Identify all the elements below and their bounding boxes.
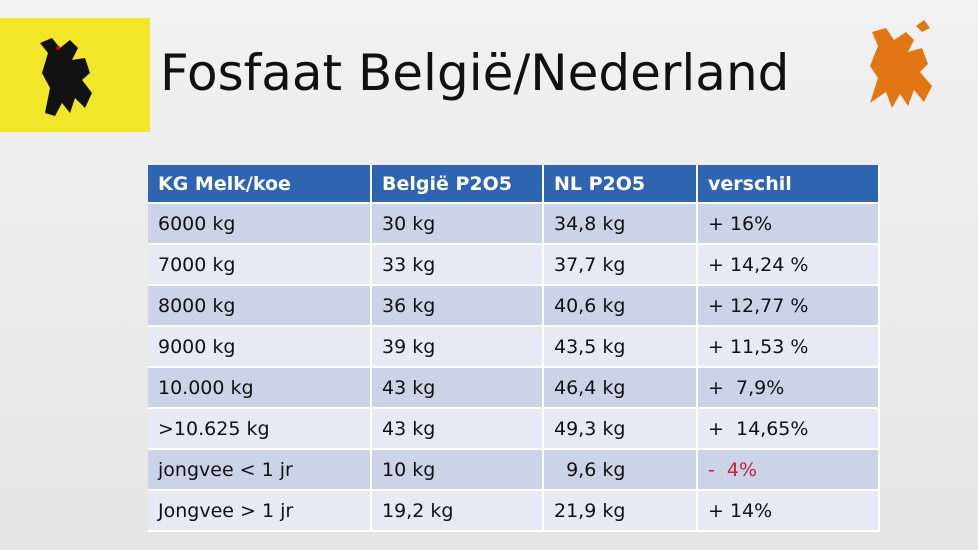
table-row: 10.000 kg 43 kg 46,4 kg + 7,9% — [148, 368, 880, 409]
table-cell: 30 kg — [372, 204, 544, 245]
table-cell: + 12,77 % — [698, 286, 880, 327]
table-cell: 19,2 kg — [372, 491, 544, 532]
column-header: KG Melk/koe — [148, 165, 372, 204]
column-header: België P2O5 — [372, 165, 544, 204]
table-cell: 43 kg — [372, 368, 544, 409]
table-cell: 9,6 kg — [544, 450, 698, 491]
table-cell: 10 kg — [372, 450, 544, 491]
lion-icon — [40, 38, 92, 116]
table-row: 6000 kg 30 kg 34,8 kg + 16% — [148, 204, 880, 245]
table-row: 8000 kg 36 kg 40,6 kg + 12,77 % — [148, 286, 880, 327]
table-cell: 21,9 kg — [544, 491, 698, 532]
column-header: verschil — [698, 165, 880, 204]
table-row: 9000 kg 39 kg 43,5 kg + 11,53 % — [148, 327, 880, 368]
table-cell: 39 kg — [372, 327, 544, 368]
table-row: 7000 kg 33 kg 37,7 kg + 14,24 % — [148, 245, 880, 286]
table-cell: + 11,53 % — [698, 327, 880, 368]
table-cell: >10.625 kg — [148, 409, 372, 450]
data-table: KG Melk/koe België P2O5 NL P2O5 verschil 60… — [148, 165, 880, 532]
table-cell: 8000 kg — [148, 286, 372, 327]
flanders-flag — [0, 18, 150, 132]
table-cell: + 16% — [698, 204, 880, 245]
table-cell: + 14,24 % — [698, 245, 880, 286]
table-row: Jongvee > 1 jr 19,2 kg 21,9 kg + 14% — [148, 491, 880, 532]
table-cell: 36 kg — [372, 286, 544, 327]
table-cell: 49,3 kg — [544, 409, 698, 450]
table-cell: + 7,9% — [698, 368, 880, 409]
table-cell: 33 kg — [372, 245, 544, 286]
column-header: NL P2O5 — [544, 165, 698, 204]
table-cell: 37,7 kg — [544, 245, 698, 286]
table-cell: 40,6 kg — [544, 286, 698, 327]
lion-icon — [870, 20, 932, 108]
header-row: KG Melk/koe België P2O5 NL P2O5 verschil — [148, 165, 880, 204]
table-cell: 7000 kg — [148, 245, 372, 286]
table-cell: 10.000 kg — [148, 368, 372, 409]
table-cell: 43 kg — [372, 409, 544, 450]
table-body: 6000 kg 30 kg 34,8 kg + 16% 7000 kg 33 kg 37,7… — [148, 204, 880, 532]
table-cell: - 4% — [698, 450, 880, 491]
table-cell: jongvee < 1 jr — [148, 450, 372, 491]
table-cell: + 14% — [698, 491, 880, 532]
table-cell: + 14,65% — [698, 409, 880, 450]
table-cell: 43,5 kg — [544, 327, 698, 368]
slide-title: Fosfaat België/Nederland — [160, 44, 790, 102]
table-cell: Jongvee > 1 jr — [148, 491, 372, 532]
table-row: >10.625 kg 43 kg 49,3 kg + 14,65% — [148, 409, 880, 450]
table-row: jongvee < 1 jr 10 kg 9,6 kg - 4% — [148, 450, 880, 491]
table-cell: 6000 kg — [148, 204, 372, 245]
table-cell: 34,8 kg — [544, 204, 698, 245]
table-cell: 46,4 kg — [544, 368, 698, 409]
table-cell: 9000 kg — [148, 327, 372, 368]
